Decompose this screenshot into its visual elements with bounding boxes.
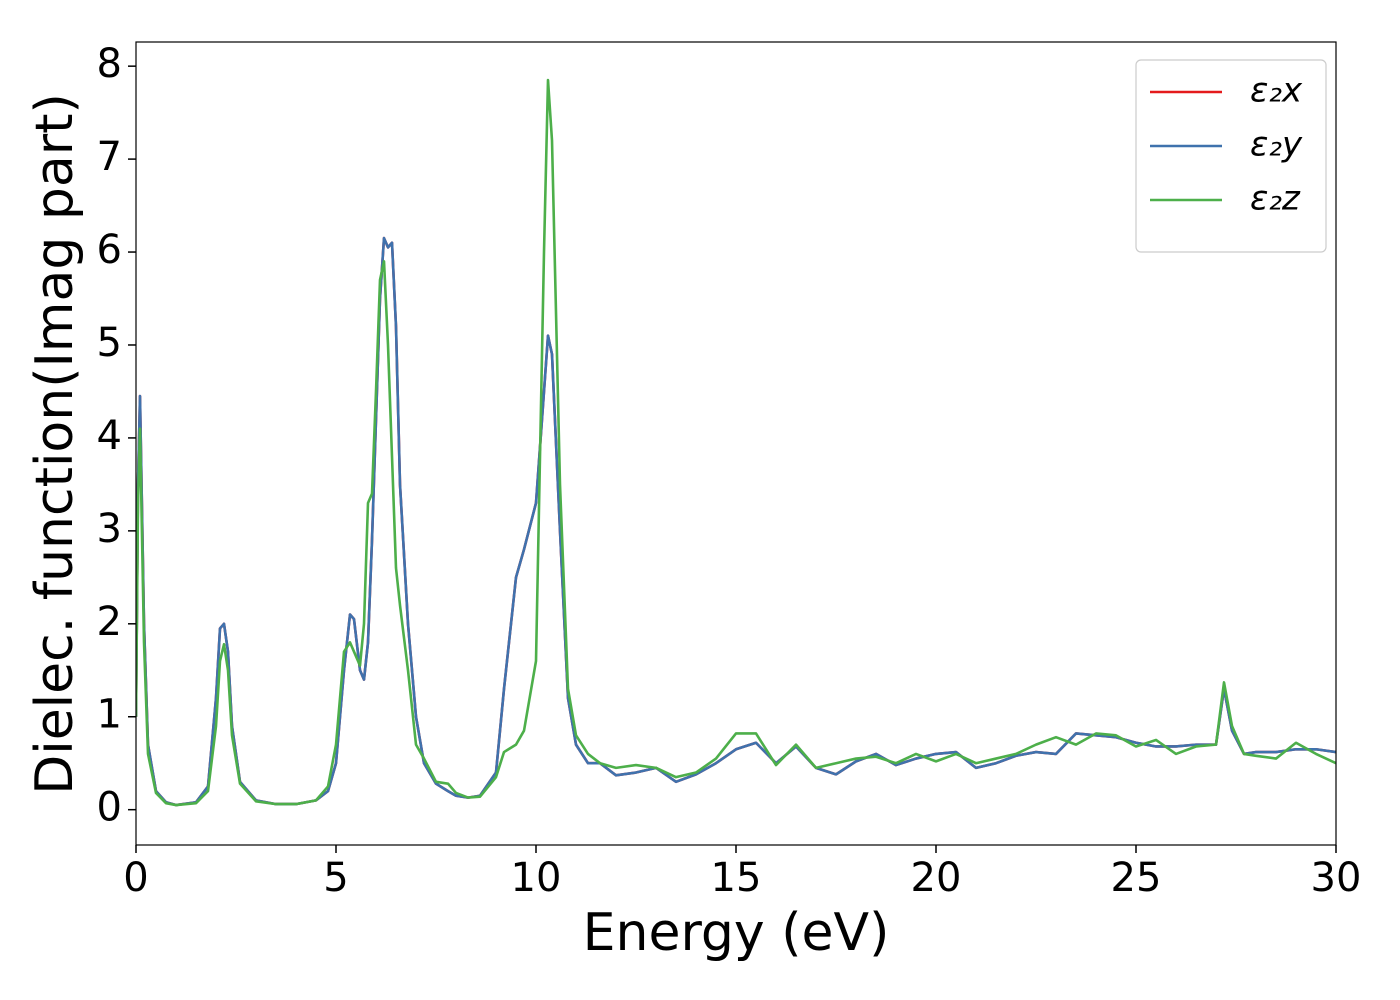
x-tick-label: 30	[1311, 855, 1362, 901]
y-tick-label: 2	[97, 599, 122, 645]
series-line	[136, 236, 1336, 807]
series-line	[136, 78, 1336, 807]
x-tick-label: 15	[711, 855, 762, 901]
y-tick-label: 3	[97, 506, 122, 552]
series-line	[136, 236, 1336, 807]
y-tick-label: 4	[97, 413, 122, 459]
x-tick-label: 25	[1111, 855, 1162, 901]
y-axis-label: Dielec. function(Imag part)	[25, 93, 85, 795]
x-tick-label: 10	[511, 855, 562, 901]
legend-label: ε₂z	[1250, 179, 1301, 219]
x-tick-label: 20	[911, 855, 962, 901]
y-tick-label: 6	[97, 227, 122, 273]
y-tick-label: 7	[97, 134, 122, 180]
plot-frame	[135, 41, 1337, 846]
x-tick-label: 0	[123, 855, 148, 901]
y-tick-label: 0	[97, 785, 122, 831]
y-tick-label: 5	[97, 320, 122, 366]
x-axis-label: Energy (eV)	[583, 903, 890, 963]
y-tick-label: 1	[97, 692, 122, 738]
legend-box	[1135, 59, 1327, 253]
y-tick-label: 8	[97, 41, 122, 87]
x-tick-label: 5	[323, 855, 348, 901]
legend-label: ε₂y	[1250, 125, 1303, 165]
legend-label: ε₂x	[1250, 71, 1303, 111]
